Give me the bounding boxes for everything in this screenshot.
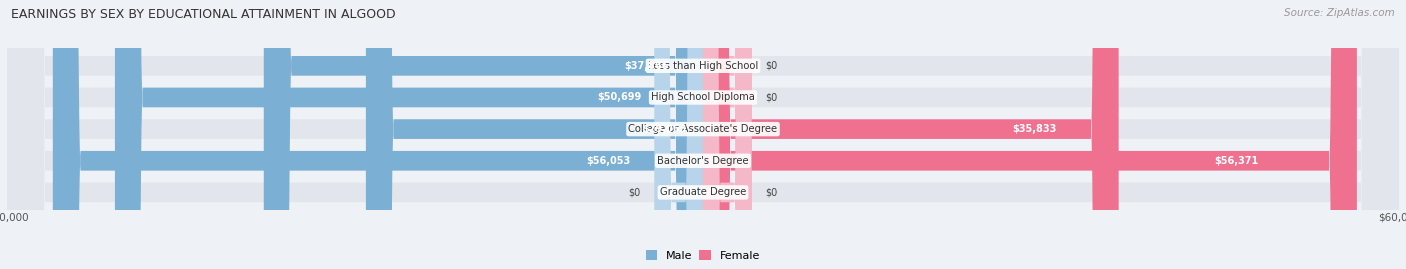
Text: High School Diploma: High School Diploma <box>651 93 755 102</box>
FancyBboxPatch shape <box>53 0 703 269</box>
FancyBboxPatch shape <box>703 0 752 269</box>
FancyBboxPatch shape <box>264 0 703 269</box>
FancyBboxPatch shape <box>366 0 703 269</box>
FancyBboxPatch shape <box>7 0 1399 269</box>
Text: $50,699: $50,699 <box>598 93 641 102</box>
FancyBboxPatch shape <box>7 0 1399 269</box>
Text: College or Associate's Degree: College or Associate's Degree <box>628 124 778 134</box>
Legend: Male, Female: Male, Female <box>641 246 765 266</box>
Text: Less than High School: Less than High School <box>648 61 758 71</box>
FancyBboxPatch shape <box>7 0 1399 269</box>
Text: $0: $0 <box>766 93 778 102</box>
Text: EARNINGS BY SEX BY EDUCATIONAL ATTAINMENT IN ALGOOD: EARNINGS BY SEX BY EDUCATIONAL ATTAINMEN… <box>11 8 396 21</box>
Text: Bachelor's Degree: Bachelor's Degree <box>657 156 749 166</box>
FancyBboxPatch shape <box>703 0 752 269</box>
FancyBboxPatch shape <box>703 0 752 269</box>
Text: $37,866: $37,866 <box>624 61 668 71</box>
Text: $0: $0 <box>766 187 778 197</box>
Text: $35,833: $35,833 <box>1012 124 1056 134</box>
FancyBboxPatch shape <box>703 0 1119 269</box>
Text: $56,053: $56,053 <box>586 156 630 166</box>
Text: $56,371: $56,371 <box>1215 156 1258 166</box>
Text: Source: ZipAtlas.com: Source: ZipAtlas.com <box>1284 8 1395 18</box>
Text: $0: $0 <box>766 61 778 71</box>
Text: Graduate Degree: Graduate Degree <box>659 187 747 197</box>
Text: $0: $0 <box>628 187 640 197</box>
FancyBboxPatch shape <box>7 0 1399 269</box>
FancyBboxPatch shape <box>115 0 703 269</box>
FancyBboxPatch shape <box>703 0 1357 269</box>
FancyBboxPatch shape <box>7 0 1399 269</box>
Text: $29,063: $29,063 <box>643 124 686 134</box>
FancyBboxPatch shape <box>654 0 703 269</box>
